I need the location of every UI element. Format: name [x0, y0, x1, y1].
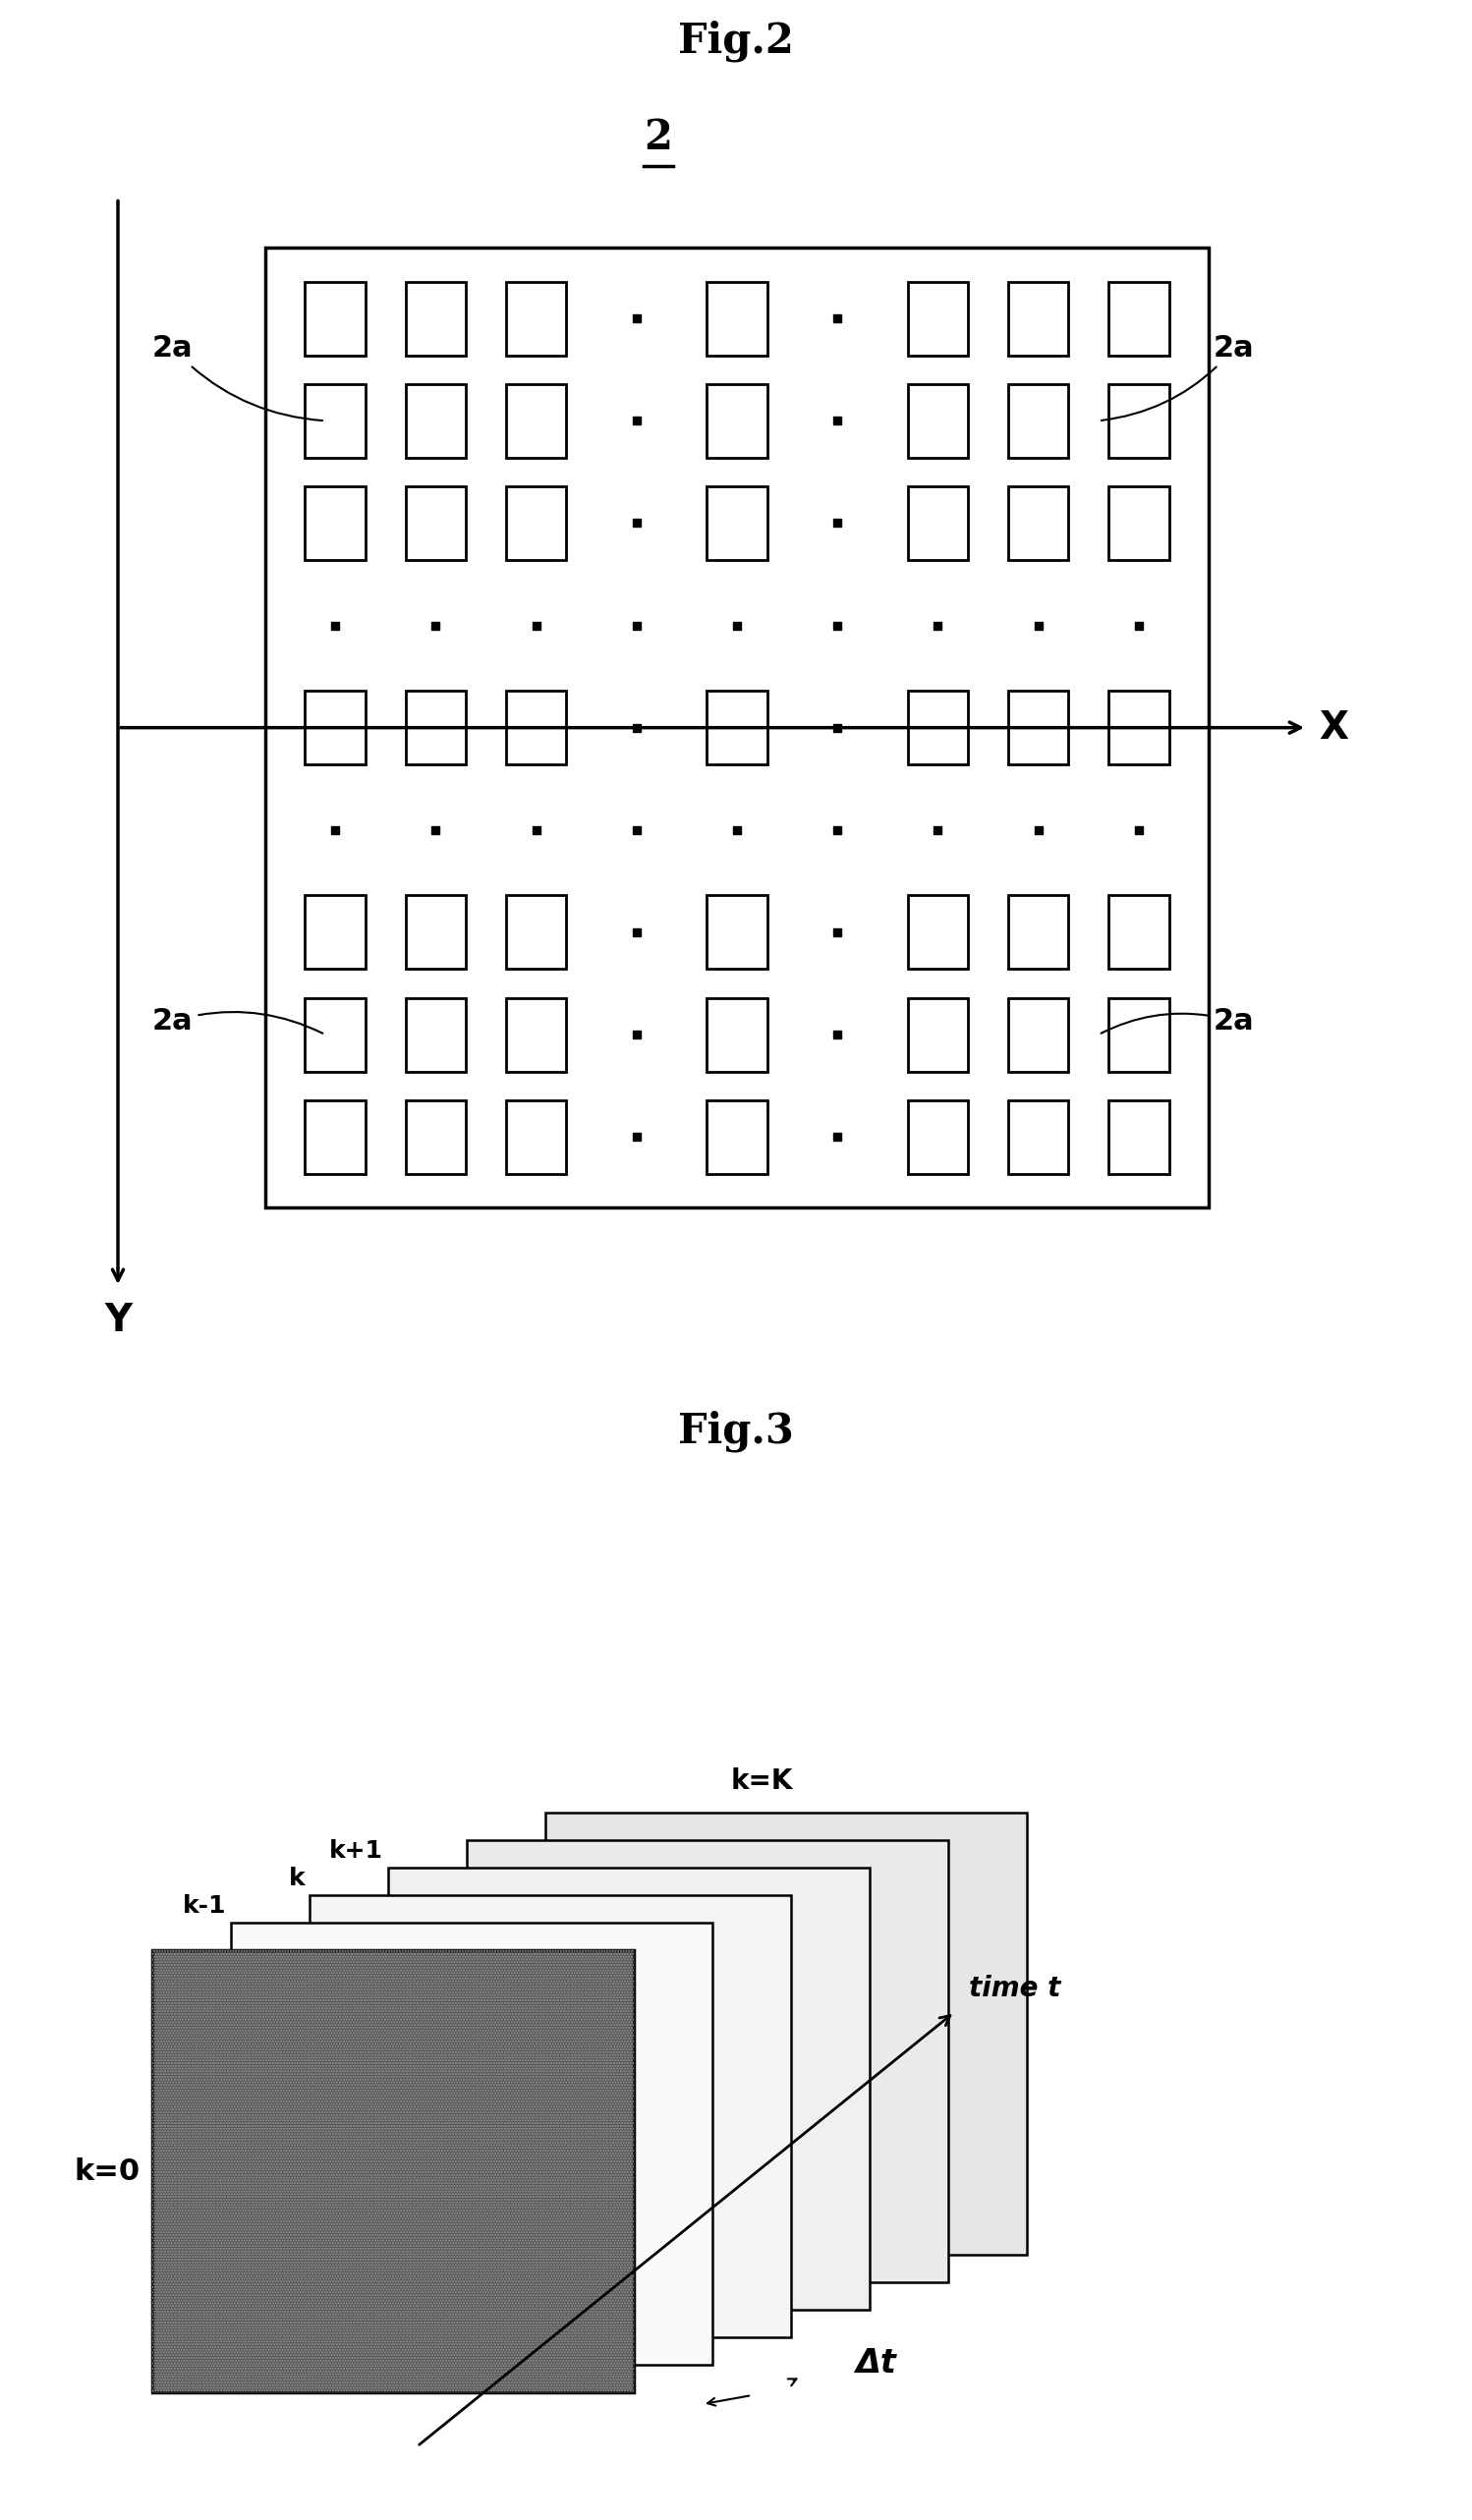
Bar [506, 998, 567, 1071]
Bar [305, 282, 365, 355]
Bar [405, 895, 465, 970]
Bar [152, 1950, 634, 2391]
Bar [405, 690, 465, 764]
Bar [506, 486, 567, 559]
Text: k+1: k+1 [330, 1840, 383, 1862]
Bar [305, 1101, 365, 1174]
Bar [506, 383, 567, 459]
Text: 2a: 2a [1101, 1008, 1254, 1036]
Bar [405, 998, 465, 1071]
Text: k-1: k-1 [183, 1895, 227, 1918]
Bar [1108, 1101, 1169, 1174]
Bar [1008, 895, 1069, 970]
Bar [707, 282, 767, 355]
Bar [405, 486, 465, 559]
Bar [1008, 383, 1069, 459]
Bar [707, 383, 767, 459]
Bar [405, 282, 465, 355]
Bar [506, 1101, 567, 1174]
Bar [152, 1950, 634, 2391]
Bar [405, 1101, 465, 1174]
Bar [265, 247, 1209, 1207]
Text: 2a: 2a [152, 1008, 322, 1036]
Text: Δt: Δt [855, 2346, 896, 2379]
Bar [389, 1867, 870, 2311]
Bar [467, 1840, 948, 2283]
Bar [908, 998, 969, 1071]
Bar [908, 486, 969, 559]
Bar [707, 895, 767, 970]
Bar [908, 690, 969, 764]
Bar [1108, 690, 1169, 764]
Bar [908, 282, 969, 355]
Text: 2a: 2a [152, 333, 322, 421]
Bar [707, 486, 767, 559]
Text: time t: time t [970, 1976, 1061, 2001]
Bar [506, 282, 567, 355]
Bar [1008, 486, 1069, 559]
Bar [1108, 282, 1169, 355]
Bar [1108, 895, 1169, 970]
Bar [1108, 486, 1169, 559]
Bar [1108, 998, 1169, 1071]
Bar [305, 895, 365, 970]
Text: X: X [1319, 708, 1348, 746]
Bar [707, 1101, 767, 1174]
Text: Fig.2: Fig.2 [679, 20, 793, 60]
Text: k: k [289, 1867, 305, 1890]
Bar [305, 383, 365, 459]
Text: Fig.3: Fig.3 [679, 1411, 793, 1452]
Text: Y: Y [105, 1303, 131, 1338]
Bar [545, 1812, 1027, 2255]
Bar [231, 1923, 712, 2364]
Bar [1008, 1101, 1069, 1174]
Text: 2: 2 [645, 116, 673, 159]
Text: k=0: k=0 [75, 2157, 140, 2185]
Bar [1108, 383, 1169, 459]
Bar [305, 998, 365, 1071]
Bar [305, 486, 365, 559]
Bar [908, 895, 969, 970]
Bar [908, 383, 969, 459]
Bar [707, 998, 767, 1071]
Bar [707, 690, 767, 764]
Bar [506, 895, 567, 970]
Bar [309, 1895, 790, 2339]
Bar [305, 690, 365, 764]
Bar [1008, 282, 1069, 355]
Bar [1008, 998, 1069, 1071]
Bar [405, 383, 465, 459]
Bar [1008, 690, 1069, 764]
Bar [506, 690, 567, 764]
Text: k=K: k=K [732, 1769, 793, 1794]
Bar [908, 1101, 969, 1174]
Text: 2a: 2a [1101, 333, 1254, 421]
